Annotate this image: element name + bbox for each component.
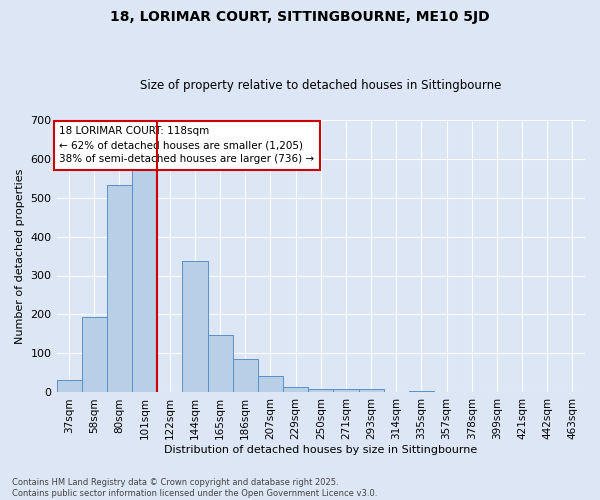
Y-axis label: Number of detached properties: Number of detached properties <box>15 168 25 344</box>
Text: 18 LORIMAR COURT: 118sqm
← 62% of detached houses are smaller (1,205)
38% of sem: 18 LORIMAR COURT: 118sqm ← 62% of detach… <box>59 126 314 164</box>
Bar <box>409 390 434 392</box>
Bar <box>258 376 283 392</box>
Bar <box>283 387 308 392</box>
X-axis label: Distribution of detached houses by size in Sittingbourne: Distribution of detached houses by size … <box>164 445 478 455</box>
Bar <box>359 388 383 392</box>
Text: 18, LORIMAR COURT, SITTINGBOURNE, ME10 5JD: 18, LORIMAR COURT, SITTINGBOURNE, ME10 5… <box>110 10 490 24</box>
Bar <box>233 360 258 392</box>
Bar <box>334 388 359 392</box>
Bar <box>308 388 334 392</box>
Title: Size of property relative to detached houses in Sittingbourne: Size of property relative to detached ho… <box>140 79 502 92</box>
Text: Contains HM Land Registry data © Crown copyright and database right 2025.
Contai: Contains HM Land Registry data © Crown c… <box>12 478 377 498</box>
Bar <box>208 335 233 392</box>
Bar <box>82 317 107 392</box>
Bar <box>132 168 157 392</box>
Bar <box>107 184 132 392</box>
Bar <box>182 260 208 392</box>
Bar <box>56 380 82 392</box>
